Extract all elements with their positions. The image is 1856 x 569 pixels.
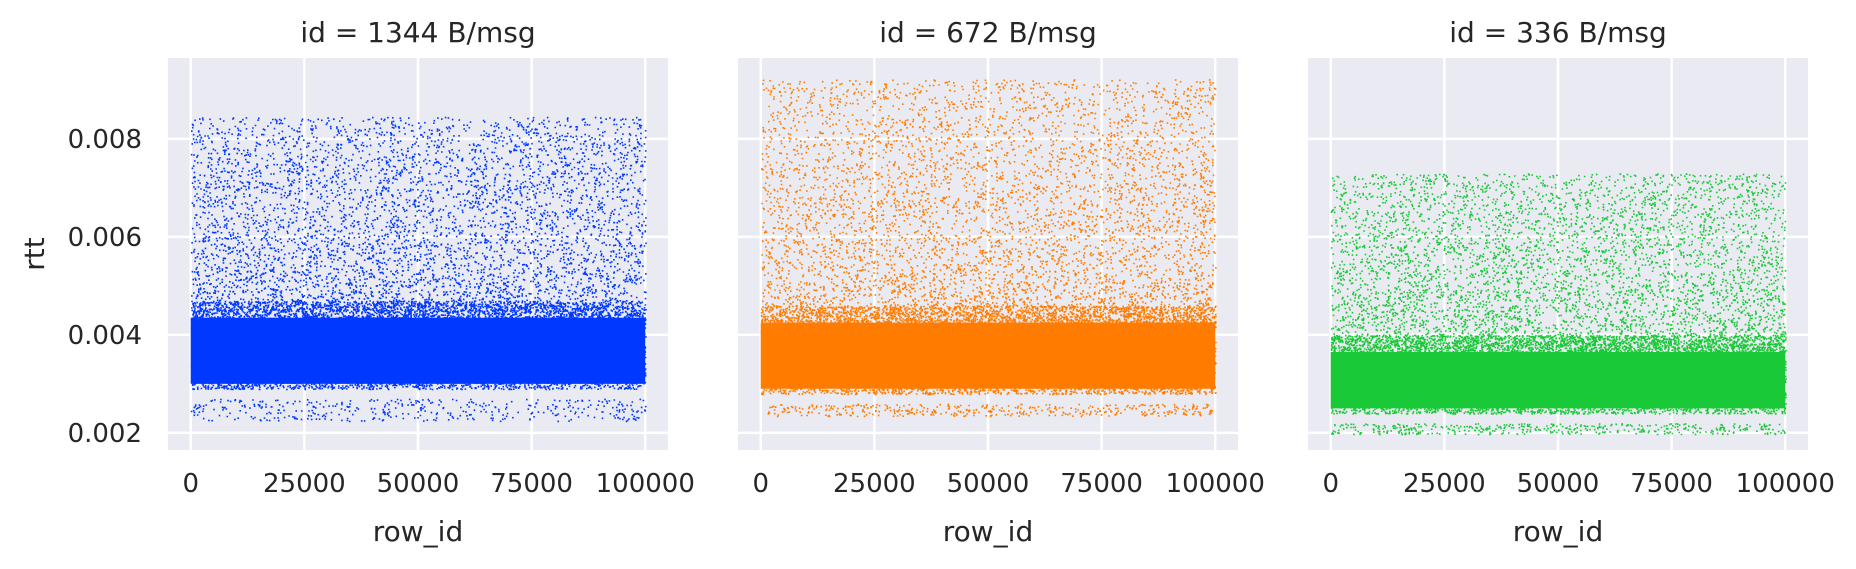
x-tick-label: 50000 — [377, 469, 460, 499]
x-tick-label: 0 — [182, 469, 199, 499]
y-tick-label: 0.008 — [68, 125, 142, 155]
panel-1-points — [190, 116, 647, 423]
panel-1-y-axis-label: rtt — [18, 237, 51, 270]
panel-2-x-axis-label: row_id — [943, 515, 1033, 548]
panel-1-title: id = 1344 B/msg — [300, 16, 535, 49]
x-tick-label: 25000 — [833, 469, 916, 499]
x-tick-label: 100000 — [1166, 469, 1265, 499]
panel-3-x-axis-label: row_id — [1513, 515, 1603, 548]
x-tick-label: 50000 — [947, 469, 1030, 499]
x-tick-label: 75000 — [490, 469, 573, 499]
panel-3-x-tick-labels: 0 25000 50000 75000 100000 — [1322, 469, 1834, 499]
x-tick-label: 50000 — [1517, 469, 1600, 499]
y-tick-label: 0.004 — [68, 321, 142, 351]
x-tick-label: 75000 — [1630, 469, 1713, 499]
x-tick-label: 0 — [1322, 469, 1339, 499]
scatter-dense-core — [760, 322, 1216, 389]
x-tick-label: 75000 — [1060, 469, 1143, 499]
y-tick-label: 0.006 — [68, 223, 142, 253]
x-tick-label: 25000 — [1403, 469, 1486, 499]
panel-3: id = 336 B/msg 0 25000 50000 75000 100000 ro… — [1308, 16, 1835, 548]
panel-3-title: id = 336 B/msg — [1449, 16, 1666, 49]
x-tick-label: 100000 — [596, 469, 695, 499]
panel-2-title: id = 672 B/msg — [879, 16, 1096, 49]
x-tick-label: 100000 — [1736, 469, 1835, 499]
x-tick-label: 25000 — [263, 469, 346, 499]
y-tick-label: 0.002 — [68, 419, 142, 449]
scatter-dense-core — [190, 317, 646, 384]
scatter-points — [1330, 173, 1787, 436]
panel-2: id = 672 B/msg 0 25000 50000 75000 100000 ro… — [738, 16, 1265, 548]
panel-2-x-tick-labels: 0 25000 50000 75000 100000 — [752, 469, 1264, 499]
panel-1: id = 1344 B/msg 0 25000 50000 75000 100000 0… — [18, 16, 695, 548]
x-tick-label: 0 — [752, 469, 769, 499]
panel-1-y-tick-labels: 0.002 0.004 0.006 0.008 — [68, 125, 142, 449]
panel-1-x-axis-label: row_id — [373, 515, 463, 548]
scatter-dense-core — [1330, 352, 1786, 409]
panel-2-points — [760, 79, 1217, 418]
panel-3-points — [1330, 173, 1787, 436]
panel-1-x-tick-labels: 0 25000 50000 75000 100000 — [182, 469, 694, 499]
